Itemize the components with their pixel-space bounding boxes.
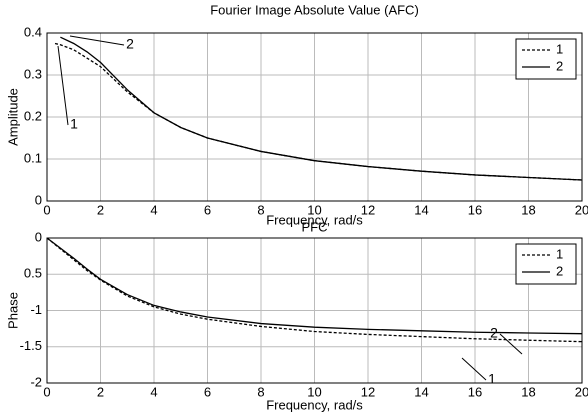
x-tick-label: 16 (468, 202, 482, 217)
y-tick-label: -1.5 (20, 338, 42, 353)
y-tick-label: 0 (35, 229, 42, 244)
x-tick-label: 12 (361, 384, 375, 399)
x-tick-label: 14 (414, 202, 428, 217)
x-tick-label: 20 (575, 202, 588, 217)
x-tick-label: 6 (204, 202, 211, 217)
y-axis-label: Phase (5, 292, 20, 329)
y-tick-label: 0.3 (24, 66, 42, 81)
chart-title: PFC (302, 219, 328, 234)
annotation: 1 (488, 371, 496, 387)
x-axis-label: Frequency, rad/s (266, 397, 363, 412)
y-tick-label: 0 (35, 192, 42, 207)
x-tick-label: 18 (521, 202, 535, 217)
legend-box (515, 243, 577, 285)
y-tick-label: 0.1 (24, 150, 42, 165)
x-axis-label: Frequency, rad/s (266, 212, 363, 227)
annotation-leader (69, 35, 125, 46)
x-tick-label: 0 (43, 384, 50, 399)
x-tick-label: 20 (575, 384, 588, 399)
x-tick-label: 8 (257, 384, 264, 399)
annotation-leader (499, 333, 523, 355)
y-axis-label: Amplitude (5, 88, 20, 146)
x-tick-label: 12 (361, 202, 375, 217)
y-tick-label: -1 (30, 302, 42, 317)
annotation: 1 (70, 116, 78, 132)
plot-frame (46, 32, 583, 202)
x-tick-label: 2 (97, 202, 104, 217)
x-tick-label: 4 (150, 384, 157, 399)
x-tick-label: 4 (150, 202, 157, 217)
x-tick-label: 18 (521, 384, 535, 399)
series-line (46, 237, 583, 335)
legend-box (515, 38, 577, 80)
x-tick-label: 6 (204, 384, 211, 399)
y-tick-label: 0.4 (24, 24, 42, 39)
chart-title: Fourier Image Absolute Value (AFC) (210, 2, 419, 17)
series-line (54, 42, 583, 181)
x-tick-label: 10 (307, 202, 321, 217)
series-line (60, 36, 583, 181)
x-tick-label: 0 (43, 202, 50, 217)
y-tick-label: 0.2 (24, 108, 42, 123)
x-tick-label: 8 (257, 202, 264, 217)
legend-label: 2 (556, 58, 563, 73)
annotation-leader (57, 45, 69, 126)
y-tick-label: 0.5 (24, 266, 42, 281)
annotation-leader (461, 357, 487, 381)
x-tick-label: 10 (307, 384, 321, 399)
x-tick-label: 14 (414, 384, 428, 399)
x-tick-label: 16 (468, 384, 482, 399)
legend-label: 2 (556, 263, 563, 278)
legend-label: 1 (556, 246, 563, 261)
annotation: 2 (126, 36, 134, 52)
x-tick-label: 2 (97, 384, 104, 399)
annotation: 2 (490, 325, 498, 341)
legend-label: 1 (556, 41, 563, 56)
y-tick-label: -2 (30, 374, 42, 389)
plot-frame (46, 237, 583, 384)
